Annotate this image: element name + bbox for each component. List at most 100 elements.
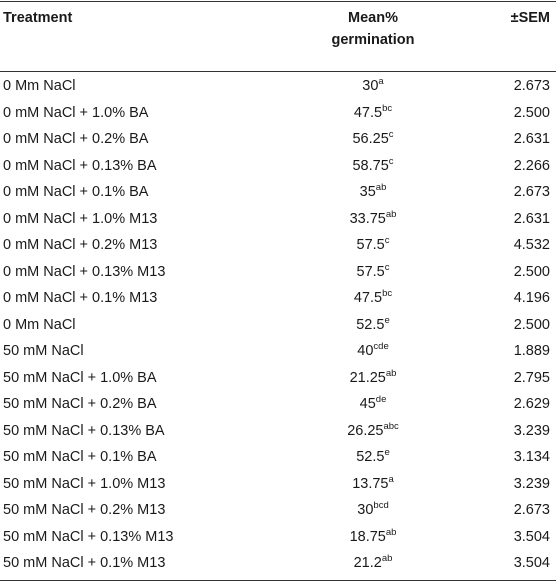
mean-value: 57.5 — [356, 237, 385, 253]
significance-letters: c — [384, 261, 390, 273]
mean-germination-cell: 35ab — [291, 178, 455, 208]
table-row: 0 mM NaCl + 0.1% M13 47.5bc 4.196 — [0, 284, 556, 312]
significance-letters: ab — [375, 182, 387, 193]
mean-value: 47.5 — [353, 290, 383, 306]
mean-value: 13.75 — [352, 475, 389, 492]
treatment-cell: 50 mM NaCl + 1.0% M13 — [3, 475, 166, 492]
table-row: 0 mM NaCl + 1.0% BA 47.5bc 2.500 — [0, 99, 556, 127]
mean-value: 45 — [359, 396, 376, 412]
mean-germination-cell: 18.75ab — [291, 523, 455, 553]
sem-cell: 2.795 — [513, 369, 550, 386]
mean-germination-cell: 45de — [291, 390, 455, 420]
table-row: 0 mM NaCl + 0.13% M13 57.5c 2.500 — [0, 258, 556, 286]
significance-letters: ab — [385, 367, 397, 379]
mean-value: 52.5 — [356, 449, 385, 465]
sem-cell: 2.500 — [513, 263, 550, 280]
treatment-cell: 0 Mm NaCl — [3, 316, 76, 333]
treatment-cell: 50 mM NaCl — [3, 343, 84, 359]
mean-germination-cell: 52.5e — [291, 311, 455, 341]
significance-letters: bc — [382, 288, 393, 299]
mean-value: 26.25 — [347, 422, 384, 439]
table-row: 50 mM NaCl + 1.0% BA 21.25ab 2.795 — [0, 364, 556, 392]
treatment-cell: 0 mM NaCl + 0.1% M13 — [3, 290, 158, 306]
mean-value: 21.25 — [349, 369, 386, 386]
mean-germination-cell: 21.2ab — [291, 549, 455, 579]
sem-cell: 2.673 — [513, 184, 550, 200]
mean-value: 47.5 — [353, 104, 383, 121]
mean-germination-cell: 40cde — [291, 337, 455, 367]
header-mean-line1: Mean% — [348, 10, 398, 26]
mean-germination-cell: 52.5e — [291, 443, 455, 473]
table-row: 50 mM NaCl + 0.2% M13 30bcd 2.673 — [0, 496, 556, 524]
significance-letters: abc — [383, 420, 399, 432]
significance-letters: a — [388, 473, 394, 485]
treatment-cell: 50 mM NaCl + 1.0% BA — [3, 369, 157, 386]
mean-value: 40 — [357, 343, 374, 359]
treatment-cell: 0 mM NaCl + 0.2% M13 — [3, 237, 158, 253]
mean-germination-cell: 56.25c — [291, 125, 455, 155]
table-top-rule — [0, 1, 556, 2]
mean-germination-cell: 58.75c — [291, 152, 455, 182]
sem-cell: 3.239 — [513, 475, 550, 492]
sem-cell: 2.673 — [513, 78, 550, 94]
sem-cell: 2.673 — [513, 502, 550, 518]
mean-value: 33.75 — [349, 210, 386, 227]
significance-letters: bcd — [373, 500, 389, 511]
significance-letters: c — [384, 235, 390, 246]
sem-cell: 3.504 — [513, 555, 550, 571]
treatment-cell: 50 mM NaCl + 0.13% BA — [3, 422, 165, 439]
significance-letters: e — [384, 447, 390, 458]
table-row: 50 mM NaCl + 0.13% M13 18.75ab 3.504 — [0, 523, 556, 551]
sem-cell: 2.500 — [513, 104, 550, 121]
table-row: 0 mM NaCl + 0.2% BA 56.25c 2.631 — [0, 125, 556, 153]
mean-germination-cell: 26.25abc — [291, 417, 455, 447]
significance-letters: bc — [382, 102, 393, 114]
treatment-cell: 0 mM NaCl + 1.0% M13 — [3, 210, 158, 227]
table-row: 50 mM NaCl + 1.0% M13 13.75a 3.239 — [0, 470, 556, 498]
treatment-cell: 50 mM NaCl + 0.1% M13 — [3, 555, 166, 571]
mean-value: 52.5 — [356, 316, 385, 333]
treatment-cell: 50 mM NaCl + 0.2% M13 — [3, 502, 166, 518]
mean-value: 30 — [362, 78, 379, 94]
treatment-cell: 0 mM NaCl + 0.13% BA — [3, 157, 157, 174]
treatment-cell: 0 mM NaCl + 0.1% BA — [3, 184, 149, 200]
significance-letters: ab — [381, 553, 393, 564]
sem-cell: 1.889 — [513, 343, 550, 359]
mean-germination-cell: 30a — [291, 72, 455, 102]
mean-germination-cell: 47.5bc — [291, 284, 455, 314]
table-row: 50 mM NaCl 40cde 1.889 — [0, 337, 556, 365]
mean-germination-cell: 21.25ab — [291, 364, 455, 394]
significance-letters: c — [388, 129, 394, 140]
treatment-cell: 50 mM NaCl + 0.2% BA — [3, 396, 157, 412]
header-rule — [0, 71, 556, 72]
sem-cell: 2.629 — [513, 396, 550, 412]
mean-value: 18.75 — [349, 528, 386, 545]
sem-cell: 2.266 — [513, 157, 550, 174]
table-row: 0 mM NaCl + 0.13% BA 58.75c 2.266 — [0, 152, 556, 180]
table-row: 0 Mm NaCl 52.5e 2.500 — [0, 311, 556, 339]
mean-value: 35 — [359, 184, 376, 200]
sem-cell: 2.631 — [513, 131, 550, 147]
significance-letters: cde — [373, 341, 389, 352]
mean-germination-cell: 13.75a — [291, 470, 455, 500]
significance-letters: a — [378, 76, 384, 87]
header-mean-line2: germination — [331, 32, 415, 48]
sem-cell: 3.239 — [513, 422, 550, 439]
table-row: 0 mM NaCl + 1.0% M13 33.75ab 2.631 — [0, 205, 556, 233]
treatment-cell: 0 mM NaCl + 0.2% BA — [3, 131, 149, 147]
mean-value: 30 — [357, 502, 374, 518]
sem-cell: 4.196 — [513, 290, 550, 306]
table-bottom-rule — [0, 580, 556, 581]
treatment-cell: 50 mM NaCl + 0.1% BA — [3, 449, 157, 465]
sem-cell: 3.134 — [513, 449, 550, 465]
treatment-cell: 50 mM NaCl + 0.13% M13 — [3, 528, 174, 545]
header-mean-germination: Mean% germination — [318, 7, 428, 51]
table-row: 50 mM NaCl + 0.2% BA 45de 2.629 — [0, 390, 556, 418]
table-row: 0 Mm NaCl 30a 2.673 — [0, 72, 556, 100]
significance-letters: c — [388, 155, 394, 167]
header-sem: ±SEM — [510, 10, 550, 26]
mean-germination-cell: 30bcd — [291, 496, 455, 526]
mean-value: 56.25 — [352, 131, 389, 147]
table-row: 50 mM NaCl + 0.13% BA 26.25abc 3.239 — [0, 417, 556, 445]
table-row: 0 mM NaCl + 0.2% M13 57.5c 4.532 — [0, 231, 556, 259]
